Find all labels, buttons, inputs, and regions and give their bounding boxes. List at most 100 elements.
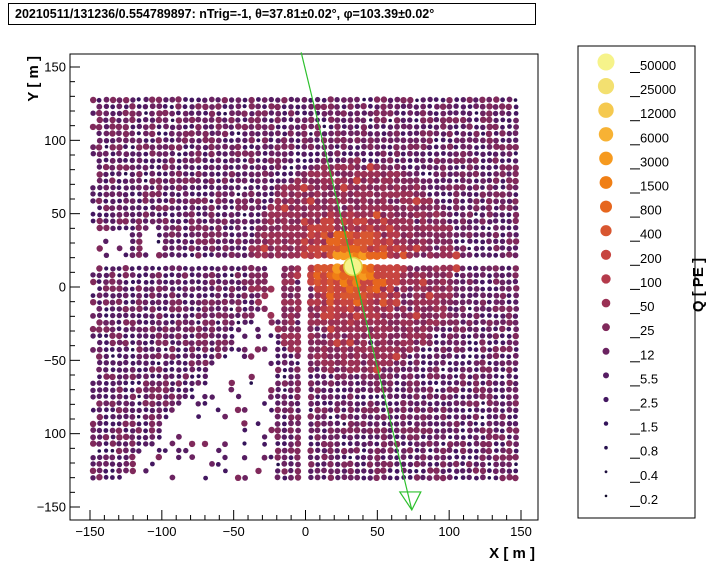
detector-point <box>274 103 281 111</box>
detector-point <box>374 104 380 110</box>
detector-point <box>97 339 103 346</box>
detector-point <box>413 190 420 198</box>
detector-point <box>400 366 407 373</box>
detector-point <box>262 104 267 110</box>
detector-point <box>188 116 196 124</box>
detector-point <box>208 238 216 245</box>
detector-point <box>176 313 182 319</box>
detector-point <box>506 319 513 326</box>
detector-point <box>235 211 241 217</box>
detector-point <box>506 386 512 393</box>
detector-point <box>102 150 109 157</box>
detector-point <box>446 339 453 346</box>
detector-point <box>176 400 182 406</box>
detector-point <box>111 354 115 358</box>
detector-point <box>406 244 414 252</box>
detector-point <box>454 178 459 183</box>
detector-point <box>282 414 287 420</box>
detector-point <box>162 238 169 245</box>
detector-point <box>413 170 420 177</box>
detector-point <box>400 97 407 104</box>
colorbar-swatch <box>601 298 611 308</box>
detector-point <box>155 177 163 184</box>
detector-point <box>353 305 361 313</box>
colorbar-swatch <box>597 53 615 71</box>
detector-point <box>209 245 216 252</box>
detector-point <box>320 440 328 448</box>
detector-point <box>480 440 487 448</box>
detector-point <box>514 462 518 467</box>
detector-point <box>460 461 465 467</box>
detector-point <box>353 339 360 346</box>
plot-title: 20210511/131236/0.554789897: nTrig=-1, θ… <box>8 3 536 25</box>
detector-point <box>347 97 354 103</box>
detector-point <box>208 211 215 218</box>
detector-point <box>420 178 427 185</box>
detector-point <box>374 454 381 461</box>
detector-point <box>109 191 116 198</box>
detector-point <box>420 124 427 130</box>
detector-point <box>275 124 281 130</box>
detector-point <box>315 144 321 150</box>
detector-point <box>480 124 486 130</box>
detector-point <box>202 252 208 258</box>
detector-point <box>149 150 156 157</box>
detector-point <box>308 374 314 379</box>
detector-point <box>287 231 295 239</box>
detector-point <box>466 299 473 305</box>
detector-point <box>241 204 249 211</box>
detector-point <box>406 380 413 387</box>
detector-point <box>129 306 136 312</box>
detector-point <box>460 400 466 407</box>
detector-point <box>434 461 440 467</box>
detector-point <box>287 245 294 252</box>
detector-point <box>276 462 280 467</box>
detector-point <box>486 427 493 434</box>
detector-point <box>149 191 156 198</box>
detector-point <box>386 204 394 212</box>
detector-point <box>440 238 447 245</box>
detector-point <box>393 130 400 137</box>
detector-point <box>374 340 381 347</box>
detector-point <box>248 197 255 204</box>
detector-point <box>427 151 433 157</box>
detector-point <box>163 367 168 373</box>
detector-point <box>242 231 249 238</box>
detector-point <box>413 346 420 353</box>
detector-point <box>261 165 268 171</box>
detector-point <box>90 293 96 298</box>
detector-point <box>104 448 109 453</box>
detector-point <box>513 306 520 312</box>
detector-point <box>274 421 281 427</box>
detector-point <box>255 278 262 286</box>
detector-point <box>446 319 454 326</box>
detector-point <box>294 224 302 232</box>
detector-point <box>162 400 169 407</box>
detector-point <box>281 157 288 164</box>
detector-point <box>460 387 466 393</box>
detector-point <box>176 367 182 373</box>
detector-point <box>393 238 401 246</box>
detector-point <box>222 319 229 326</box>
detector-point <box>487 171 492 177</box>
detector-point <box>301 96 308 103</box>
detector-point <box>236 320 241 325</box>
detector-point <box>407 468 413 474</box>
detector-point <box>513 151 518 156</box>
detector-point <box>222 454 228 461</box>
detector-point <box>321 474 327 480</box>
detector-point <box>362 97 366 102</box>
detector-point <box>441 151 446 156</box>
detector-point <box>294 312 301 319</box>
detector-point <box>182 286 189 292</box>
detector-point <box>169 104 174 110</box>
detector-point <box>116 306 123 312</box>
detector-point <box>499 333 505 339</box>
detector-point <box>333 210 341 218</box>
detector-point <box>275 393 281 399</box>
detector-point <box>228 117 235 124</box>
detector-point <box>446 184 453 191</box>
detector-point <box>221 130 229 138</box>
detector-point <box>288 360 295 366</box>
detector-point <box>414 110 420 117</box>
